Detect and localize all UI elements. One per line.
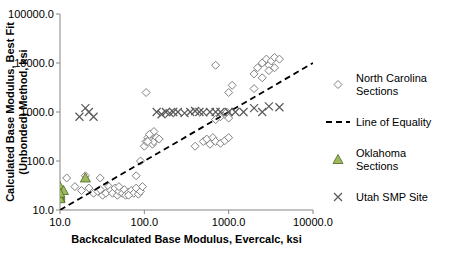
series-points [75,102,283,120]
y-tick [56,63,60,64]
point [125,191,133,199]
legend-marker [334,193,342,201]
y-tick-label: 100000.0 [8,8,54,20]
legend-marker [333,155,343,164]
x-tick-label: 1000.0 [212,216,246,228]
y-axis-title-line: Calculated Base Modulus, Best Fit [4,22,16,202]
point [250,85,258,93]
x-tick [228,210,229,214]
point [71,183,79,191]
point [225,89,233,97]
point [80,173,90,182]
legend-label-line: North Carolina [356,72,428,84]
point [275,103,283,111]
plot-area [60,53,313,210]
point [63,174,71,182]
point [145,130,153,138]
legend-marker [334,81,342,89]
point [231,108,239,116]
point [265,102,273,110]
legend-label-line: Line of Equality [356,116,432,128]
y-tick-label: 100.0 [26,155,54,167]
x-axis-title: Backcalculated Base Modulus, Evercalc, k… [71,233,302,245]
point [138,183,146,191]
point [271,64,279,72]
point [169,108,177,116]
series-points [60,173,90,203]
point [225,108,233,116]
legend-label: Utah SMP Site [356,191,428,203]
legend-label-line: Utah SMP Site [356,191,428,203]
y-tick-label: 10.0 [33,204,54,216]
legend-label-line: Sections [356,160,399,172]
point [155,135,163,143]
point [85,108,93,116]
y-tick [56,210,60,211]
point [132,172,140,180]
point [144,138,152,146]
point [212,61,220,69]
x-tick-label: 10.0 [49,216,70,228]
x-tick [144,210,145,214]
point [60,188,65,197]
x-axis-line [60,210,313,211]
x-tick-label: 10000.0 [293,216,333,228]
y-tick [56,161,60,162]
legend-label: North CarolinaSections [356,72,428,97]
legend-label-line: Sections [356,85,399,97]
legend-label: OklahomaSections [356,147,407,172]
point [228,81,236,89]
chart: 10.0100.01000.010000.0100000.010.0100.01… [0,0,451,270]
point [191,142,199,150]
series-points [63,53,284,199]
point [250,104,258,112]
y-axis-title-line: (Unbonded) Method, ksi [17,49,29,174]
series-line [60,63,313,210]
x-tick [60,210,61,214]
y-tick [56,112,60,113]
point [96,174,104,182]
x-tick [313,210,314,214]
point [181,109,189,117]
point [115,183,123,191]
legend-label: Line of Equality [356,116,432,128]
legend-line [326,121,350,123]
x-tick-label: 100.0 [131,216,159,228]
point [216,108,224,116]
point [258,108,266,116]
point [258,74,266,82]
point [78,187,86,195]
y-tick [56,14,60,15]
y-axis-title: Calculated Base Modulus, Best Fit(Unbond… [4,22,29,202]
point [240,108,248,116]
legend-label-line: Oklahoma [356,147,407,159]
point [142,89,150,97]
legend: North CarolinaSectionsLine of EqualityOk… [326,72,432,203]
point [75,113,83,121]
point [275,55,283,63]
point [225,134,233,142]
